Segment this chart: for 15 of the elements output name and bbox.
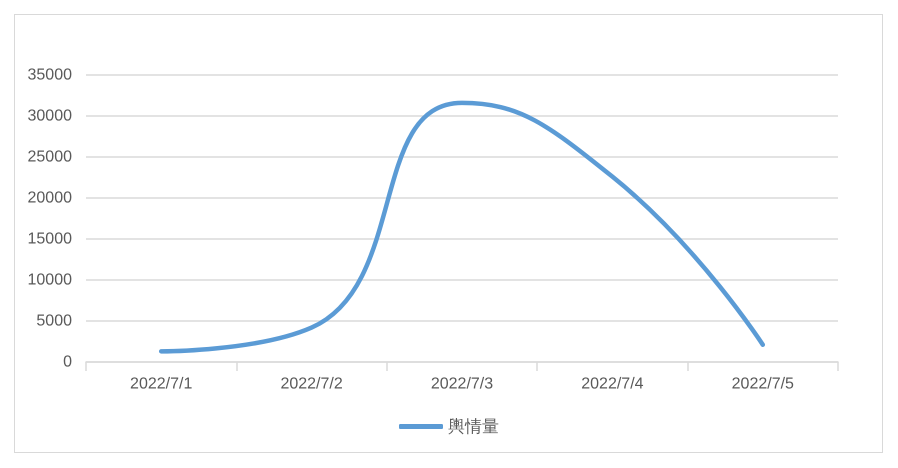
- y-tick-label: 35000: [28, 66, 72, 84]
- x-tick-label: 2022/7/2: [280, 376, 343, 392]
- x-tick-label: 2022/7/3: [430, 376, 494, 392]
- y-tick-label: 5000: [36, 312, 72, 330]
- x-tick-label: 2022/7/4: [581, 376, 644, 392]
- x-tick-label: 2022/7/5: [732, 376, 794, 392]
- y-tick-label: 30000: [28, 108, 72, 124]
- y-tick-label: 25000: [28, 148, 72, 166]
- line-series: [158, 100, 766, 354]
- y-tick-label: 15000: [28, 230, 72, 248]
- x-tick-label: 2022/7/1: [130, 376, 192, 392]
- y-tick-label: 10000: [28, 272, 72, 288]
- y-tick-label: 20000: [28, 190, 72, 206]
- y-tick-label: 0: [63, 354, 72, 370]
- legend-label: 輿情量: [448, 417, 499, 436]
